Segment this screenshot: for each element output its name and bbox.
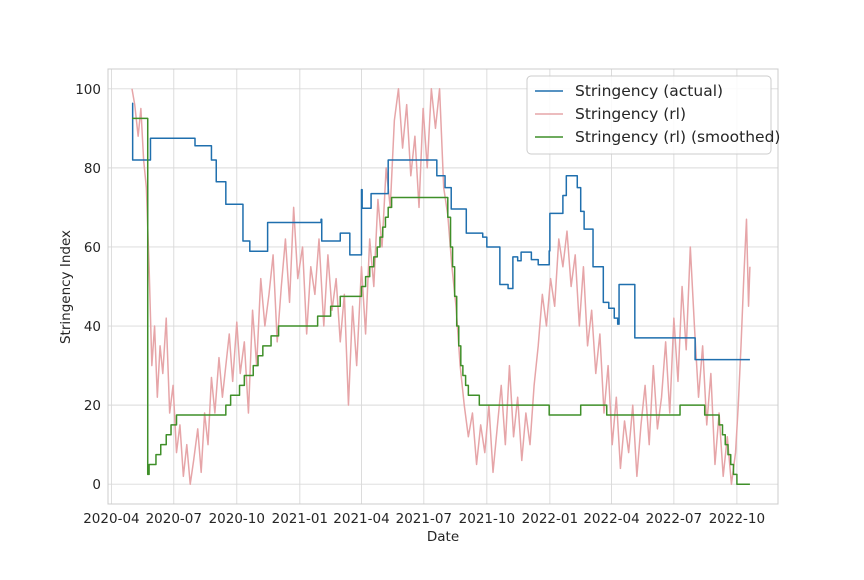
y-tick-label: 80 [84,161,101,177]
x-tick-label: 2020-04 [83,511,139,527]
y-tick-label: 0 [92,477,101,493]
plot-frame [107,68,779,505]
y-axis-title: Stringency Index [58,230,74,344]
legend-label: Stringency (rl) [575,105,686,123]
legend: Stringency (actual) Stringency (rl) String… [526,75,780,155]
y-tick-label: 60 [84,240,101,256]
legend-label: Stringency (actual) [575,82,723,100]
x-tick-label: 2021-10 [459,511,515,527]
x-tick-label: 2021-07 [396,511,452,527]
series-line-2 [131,88,751,485]
legend-box [526,75,772,155]
series-layer [131,88,751,485]
x-tick-label: 2022-01 [522,511,578,527]
x-tick-label: 2022-10 [709,511,765,527]
axes-layer [107,68,779,505]
x-tick-label: 2020-07 [146,511,202,527]
x-tick-label: 2022-07 [646,511,702,527]
series-line-3 [131,117,750,485]
y-tick-label: 40 [84,319,101,335]
y-tick-label: 100 [75,82,101,98]
x-axis-title: Date [427,529,459,545]
legend-label: Stringency (rl) (smoothed) [575,128,780,146]
y-tick-label: 20 [84,398,101,414]
x-tick-label: 2020-10 [209,511,265,527]
series-line-1 [131,102,750,361]
x-tick-label: 2021-01 [272,511,328,527]
x-tick-label: 2021-04 [333,511,389,527]
tick-labels: 2020-04 2020-07 2020-10 2021-01 2021-04 2021-… [75,82,765,527]
x-tick-label: 2022-04 [583,511,639,527]
